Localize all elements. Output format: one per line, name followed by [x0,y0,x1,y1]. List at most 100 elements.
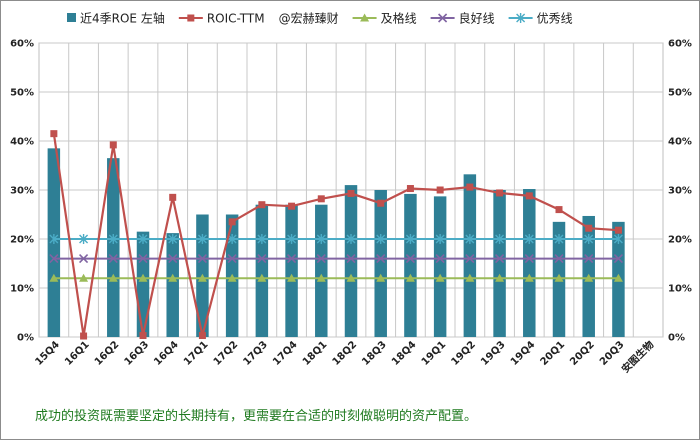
marker-triangle [108,273,118,282]
marker-square [187,14,195,22]
marker-triangle [49,273,59,282]
y-tick-left: 50% [10,88,34,99]
bar-roe [433,196,447,337]
bar-roe [255,204,269,337]
marker-star [554,234,564,244]
y-tick-left: 20% [10,235,34,246]
marker-x [227,254,237,264]
x-category-label: 18Q1 [301,339,330,368]
marker-square [614,226,622,234]
marker-square [496,189,504,197]
marker-star [405,234,415,244]
x-category-label: 18Q2 [331,339,360,368]
x-category-label: 17Q4 [271,339,300,368]
bar-roe [493,190,506,337]
marker-star [613,234,623,244]
marker-x [405,254,415,264]
marker-triangle [405,273,415,282]
marker-x [79,254,89,264]
marker-square [317,195,325,203]
x-category-label: 17Q2 [212,339,241,368]
marker-star [495,234,505,244]
x-category-label: 安图生物 [619,338,656,375]
legend-label: 良好线 [459,11,495,26]
marker-triangle [524,273,534,282]
marker-triangle [138,273,148,282]
x-category-label: 19Q1 [420,339,449,368]
marker-triangle [346,273,356,282]
x-category-label: 20Q3 [598,339,627,368]
marker-x [287,254,297,264]
marker-x [435,254,445,264]
bar-roe [523,189,536,337]
marker-triangle [227,273,237,282]
x-category-label: 17Q1 [182,339,211,368]
legend-label: 近4季ROE 左轴 [80,11,165,26]
marker-x [613,254,623,264]
marker-square [525,192,533,200]
marker-triangle [79,273,89,282]
marker-x [197,254,207,264]
marker-square [585,224,593,232]
marker-square [109,141,117,149]
marker-x [376,254,386,264]
bar-roe [315,204,328,337]
annotation-watermark: @宏赫臻财 [279,11,339,26]
x-category-label: 19Q2 [449,339,478,368]
legend-swatch-bar [67,13,76,22]
marker-triangle [287,273,297,282]
marker-triangle [584,273,594,282]
y-tick-left: 40% [10,137,34,148]
x-category-label: 16Q3 [123,339,152,368]
marker-square [555,206,563,214]
y-tick-right: 40% [668,137,692,148]
marker-square [347,189,355,197]
bar-roe [463,174,477,337]
marker-x [524,254,534,264]
marker-star [138,234,148,244]
x-category-label: 20Q2 [568,339,597,368]
x-category-label: 16Q4 [152,339,181,368]
marker-star [584,234,594,244]
legend-label: ROIC-TTM [207,12,265,26]
x-category-label: 17Q3 [241,339,270,368]
marker-star [435,234,445,244]
marker-star [49,234,59,244]
bar-roe [344,185,358,337]
marker-triangle [360,13,370,22]
bar-roe [166,233,179,337]
marker-x [554,254,564,264]
marker-triangle [435,273,445,282]
marker-star [79,234,89,244]
marker-square [436,186,444,194]
x-category-label: 20Q1 [539,339,568,368]
marker-square [228,218,236,226]
marker-x [584,254,594,264]
marker-x [438,13,448,23]
bar-roe [107,158,120,337]
marker-triangle [316,273,326,282]
marker-triangle [168,273,178,282]
marker-triangle [197,273,207,282]
marker-square [377,199,385,207]
marker-square [406,185,414,193]
x-category-label: 18Q4 [390,339,419,368]
y-tick-left: 30% [10,186,34,197]
marker-square [466,183,474,191]
marker-star [376,234,386,244]
y-tick-right: 20% [668,235,692,246]
x-category-label: 18Q3 [360,339,389,368]
marker-star [168,234,178,244]
y-tick-left: 0% [17,333,34,344]
marker-star [257,234,267,244]
marker-square [50,130,58,138]
y-tick-right: 60% [668,39,692,50]
marker-x [495,254,505,264]
marker-square [198,332,206,340]
marker-star [465,234,475,244]
legend-label: 优秀线 [537,12,573,26]
y-tick-right: 50% [668,88,692,99]
marker-x [138,254,148,264]
